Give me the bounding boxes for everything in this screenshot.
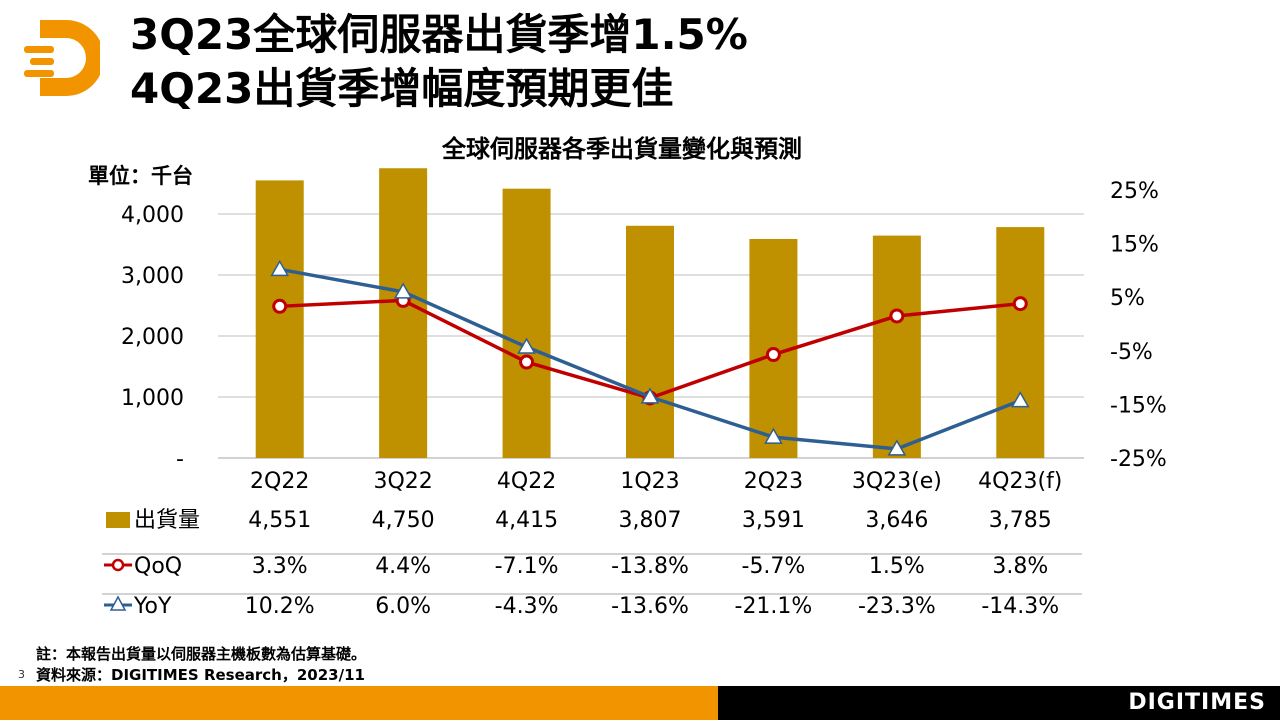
x-tick-label: 2Q22 xyxy=(250,469,309,494)
yoy-point-3Q23(e) xyxy=(887,439,907,456)
chart-title: 全球伺服器各季出貨量變化與預測 xyxy=(441,135,802,163)
table-cell: 4,750 xyxy=(372,508,435,533)
qoq-point-2Q22 xyxy=(272,298,288,314)
table-cell: 4.4% xyxy=(375,554,431,579)
footer-black-bar xyxy=(718,686,1280,720)
y-right-tick-label: 25% xyxy=(1110,179,1159,204)
yoy-point-3Q22 xyxy=(393,282,413,299)
y-right-tick-label: -5% xyxy=(1110,340,1153,365)
y-left-tick-label: 2,000 xyxy=(121,325,184,350)
table-cell: -23.3% xyxy=(858,594,936,619)
bar-4Q22 xyxy=(502,188,551,458)
table-cell: 4,551 xyxy=(248,508,311,533)
x-tick-label: 3Q22 xyxy=(373,469,432,494)
table-cell: 3,785 xyxy=(989,508,1052,533)
x-tick-label: 1Q23 xyxy=(620,469,679,494)
footnote-source: 資料來源：DIGITIMES Research，2023/11 xyxy=(36,666,365,684)
yoy-point-4Q23(f) xyxy=(1010,391,1030,408)
page-title: 3Q23全球伺服器出貨季增1.5% 4Q23出貨季增幅度預期更佳 xyxy=(130,8,748,116)
table-cell: 3,591 xyxy=(742,508,805,533)
table-cell: -13.8% xyxy=(611,554,689,579)
y-right-tick-label: 15% xyxy=(1110,233,1159,258)
brand-name: DIGITIMES xyxy=(1128,690,1266,715)
table-cell: 6.0% xyxy=(375,594,431,619)
footnote-note: 註：本報告出貨量以伺服器主機板數為估算基礎。 xyxy=(36,645,367,663)
table-cell: -4.3% xyxy=(495,594,559,619)
y-right-tick-label: 5% xyxy=(1110,286,1145,311)
yoy-point-2Q22 xyxy=(270,259,290,277)
legend-label-出貨量: 出貨量 xyxy=(134,508,200,533)
table-cell: 3,807 xyxy=(619,508,682,533)
table-cell: 3,646 xyxy=(865,508,928,533)
legend-bar-key xyxy=(106,512,130,528)
y-left-tick-label: - xyxy=(176,447,184,472)
legend-label-yoy: YoY xyxy=(133,594,172,619)
digitimes-logo xyxy=(24,20,100,96)
bar-1Q23 xyxy=(626,225,674,458)
bar-2Q22 xyxy=(255,180,304,458)
x-tick-label: 4Q23(f) xyxy=(978,469,1062,494)
y-left-tick-label: 1,000 xyxy=(121,386,184,411)
bar-3Q23(e) xyxy=(872,235,921,458)
yoy-point-1Q23 xyxy=(640,387,660,404)
bar-3Q22 xyxy=(379,168,428,458)
y-left-tick-label: 4,000 xyxy=(121,203,184,228)
x-tick-label: 2Q23 xyxy=(744,469,803,494)
qoq-point-4Q22 xyxy=(519,354,535,370)
table-cell: -14.3% xyxy=(981,594,1059,619)
qoq-point-2Q23 xyxy=(765,347,781,363)
page-number: 3 xyxy=(18,668,25,681)
yoy-point-4Q22 xyxy=(517,337,536,354)
table-cell: 1.5% xyxy=(869,554,925,579)
y-left-tick-label: 3,000 xyxy=(121,264,184,289)
table-cell: 3.8% xyxy=(992,554,1048,579)
x-tick-label: 4Q22 xyxy=(497,469,556,494)
shipment-chart: 全球伺服器各季出貨量變化與預測 - 1,000 2,000 3,000 4,000 -25%… xyxy=(102,135,1167,619)
qoq-point-3Q23(e) xyxy=(889,308,905,324)
table-cell: -13.6% xyxy=(611,594,689,619)
table-cell: 4,415 xyxy=(495,508,558,533)
y-right-tick-label: -25% xyxy=(1110,447,1167,472)
yoy-point-2Q23 xyxy=(764,427,783,444)
bar-4Q23(f) xyxy=(996,227,1045,458)
x-tick-label: 3Q23(e) xyxy=(852,469,942,494)
title-line-2: 4Q23出貨季增幅度預期更佳 xyxy=(130,64,674,113)
table-cell: 10.2% xyxy=(245,594,315,619)
table-cell: -21.1% xyxy=(735,594,813,619)
table-cell: -5.7% xyxy=(742,554,806,579)
table-cell: -7.1% xyxy=(495,554,559,579)
legend-label-qoq: QoQ xyxy=(134,554,182,579)
qoq-point-4Q23(f) xyxy=(1012,296,1028,312)
y-right-tick-label: -15% xyxy=(1110,393,1167,418)
title-line-1: 3Q23全球伺服器出貨季增1.5% xyxy=(130,10,748,59)
legend-qoq-marker xyxy=(111,558,125,572)
unit-label: 單位：千台 xyxy=(88,164,193,188)
table-cell: 3.3% xyxy=(252,554,308,579)
legend-yoy-marker xyxy=(109,595,127,611)
footer-orange-bar xyxy=(0,686,718,720)
